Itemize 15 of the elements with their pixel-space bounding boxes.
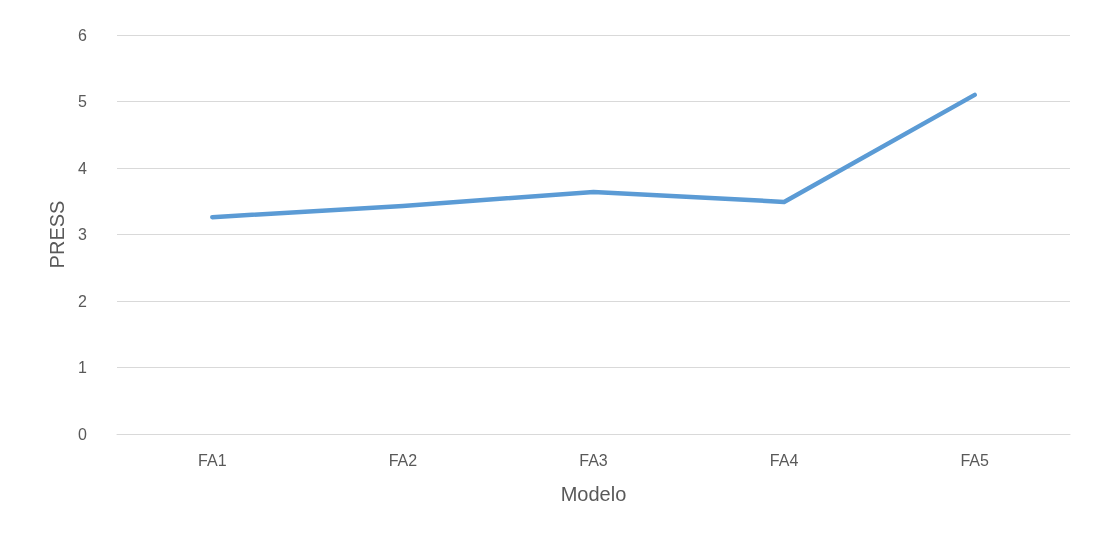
x-tick-label: FA2 <box>388 451 418 469</box>
y-tick-label: 6 <box>78 26 88 44</box>
y-tick-label: 4 <box>78 159 88 177</box>
x-tick-label: FA4 <box>769 451 799 469</box>
x-tick-label: FA5 <box>960 451 990 469</box>
y-tick-label: 1 <box>78 359 88 376</box>
y-tick-label: 2 <box>78 292 88 310</box>
y-tick-label: 0 <box>78 425 88 443</box>
x-axis-title: Modelo <box>560 483 627 505</box>
line-series <box>210 92 977 220</box>
y-axis-title: PRESS <box>46 200 68 269</box>
y-tick-label: 5 <box>78 93 88 110</box>
y-tick-label: 3 <box>78 226 88 243</box>
x-tick-label: FA3 <box>579 451 608 469</box>
x-tick-label: FA1 <box>198 451 227 469</box>
